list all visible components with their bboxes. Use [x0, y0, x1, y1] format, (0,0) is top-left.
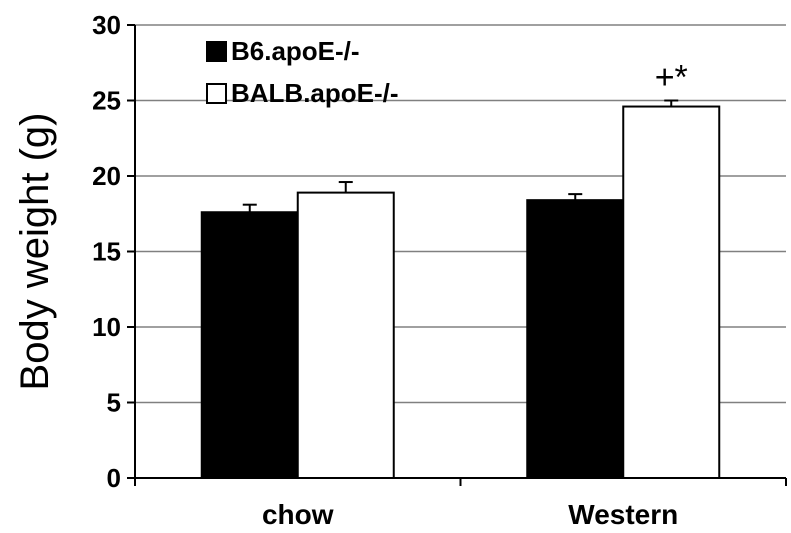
y-tick-label: 15 — [92, 237, 121, 267]
y-tick-label: 25 — [92, 86, 121, 116]
annotations: +* — [655, 59, 688, 97]
y-axis-label: Body weight (g) — [13, 113, 57, 391]
legend-swatch — [206, 41, 227, 62]
y-ticks: 0 5 10 15 20 25 30 — [92, 10, 135, 493]
bar-chow-0 — [200, 211, 299, 480]
bars — [200, 105, 721, 480]
bar-western-1 — [622, 105, 721, 479]
error-bars — [242, 99, 679, 213]
y-tick-label: 5 — [107, 388, 121, 418]
y-tick-label: 20 — [92, 161, 121, 191]
bar-western-0 — [526, 199, 625, 479]
legend-label: B6.apoE-/- — [231, 36, 360, 66]
x-ticks: chow Western — [134, 478, 787, 530]
significance-annotation: +* — [655, 59, 688, 97]
y-tick-label: 0 — [107, 463, 121, 493]
y-tick-label: 30 — [92, 10, 121, 40]
x-tick-label: chow — [262, 499, 334, 528]
legend: B6.apoE-/- BALB.apoE-/- — [206, 36, 399, 108]
y-tick-label: 10 — [92, 312, 121, 342]
legend-swatch — [206, 83, 227, 104]
bar-chow-1 — [296, 191, 395, 480]
x-tick-label: Western — [568, 499, 678, 528]
legend-label: BALB.apoE-/- — [231, 78, 399, 108]
